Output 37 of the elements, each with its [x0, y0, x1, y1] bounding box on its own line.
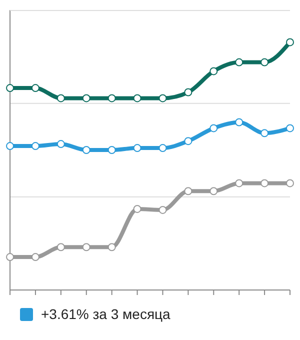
point [210, 67, 218, 76]
point [158, 206, 167, 214]
point [133, 204, 142, 213]
point [184, 187, 192, 196]
point [260, 129, 269, 138]
point [260, 58, 269, 66]
point [158, 94, 167, 102]
point [235, 58, 244, 66]
point [56, 94, 65, 102]
point [108, 243, 116, 252]
point [210, 187, 218, 196]
point [6, 253, 14, 262]
point [286, 38, 294, 46]
point [108, 146, 116, 154]
point [184, 88, 192, 96]
point [56, 243, 65, 252]
point [286, 124, 294, 132]
point [235, 179, 244, 188]
point [286, 179, 294, 188]
point [6, 84, 14, 92]
point [56, 140, 65, 148]
point [210, 124, 218, 132]
legend-label: +3.61% за 3 месяца [41, 306, 170, 322]
point [82, 146, 90, 154]
point [260, 179, 269, 188]
point [82, 94, 90, 102]
point [6, 142, 14, 150]
point [133, 94, 142, 102]
point [31, 142, 40, 150]
point [158, 144, 167, 152]
point [184, 137, 192, 146]
point [31, 84, 40, 92]
point [133, 144, 142, 152]
point [235, 118, 244, 126]
point [82, 243, 90, 252]
point [31, 253, 40, 262]
point [108, 94, 116, 102]
